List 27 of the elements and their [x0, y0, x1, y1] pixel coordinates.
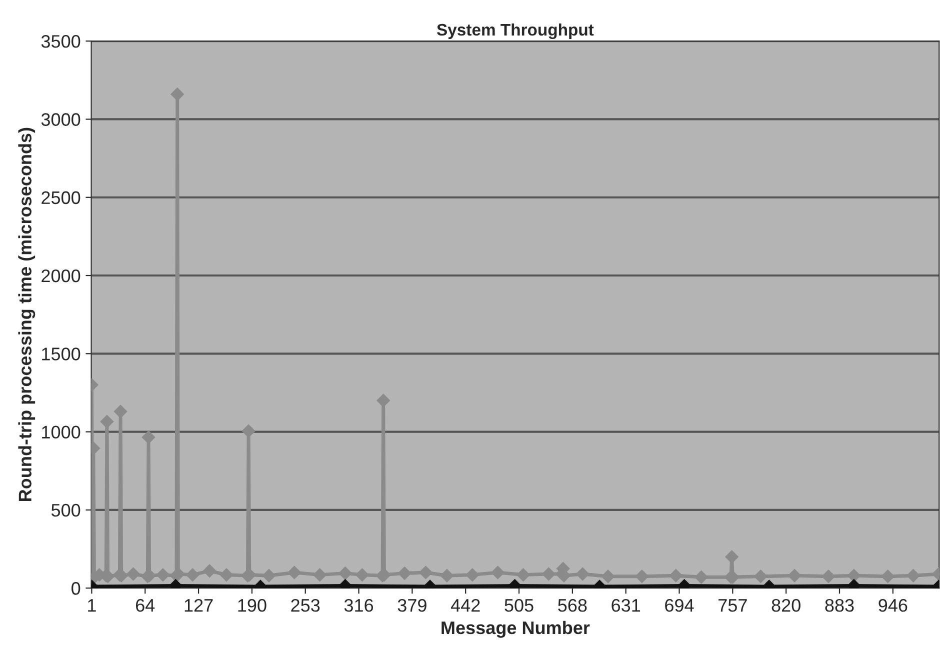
x-tick-label: 505 [504, 598, 534, 612]
x-tick-label: 631 [612, 598, 640, 612]
x-tick-label: 253 [291, 598, 320, 612]
x-tick-label: 1 [88, 599, 96, 612]
y-tick-label: 1000 [42, 426, 80, 439]
x-tick-label: 883 [825, 598, 854, 612]
y-tick-label: 3000 [41, 113, 80, 126]
y-tick-label: 2500 [42, 191, 80, 204]
x-tick-label: 757 [718, 599, 747, 612]
y-axis-title: Round-trip processing time (microseconds) [18, 128, 36, 501]
x-tick-label: 379 [398, 598, 426, 612]
x-tick-label: 694 [665, 598, 694, 612]
x-tick-label: 64 [136, 598, 155, 612]
x-tick-label: 946 [878, 598, 908, 612]
x-tick-label: 127 [184, 598, 213, 612]
x-tick-label: 442 [450, 598, 480, 612]
x-tick-label: 316 [344, 598, 374, 612]
y-tick-label: 0 [72, 582, 80, 595]
y-tick-label: 1500 [42, 348, 80, 360]
y-tick-label: 500 [51, 504, 80, 517]
x-tick-label: 568 [558, 598, 587, 612]
y-tick-label: 2000 [42, 269, 80, 282]
x-axis-title: Message Number [442, 620, 590, 638]
chart-title: System Throughput [436, 23, 594, 40]
x-tick-label: 190 [238, 598, 266, 612]
y-tick-label: 3500 [41, 35, 80, 48]
x-tick-label: 820 [772, 598, 800, 612]
